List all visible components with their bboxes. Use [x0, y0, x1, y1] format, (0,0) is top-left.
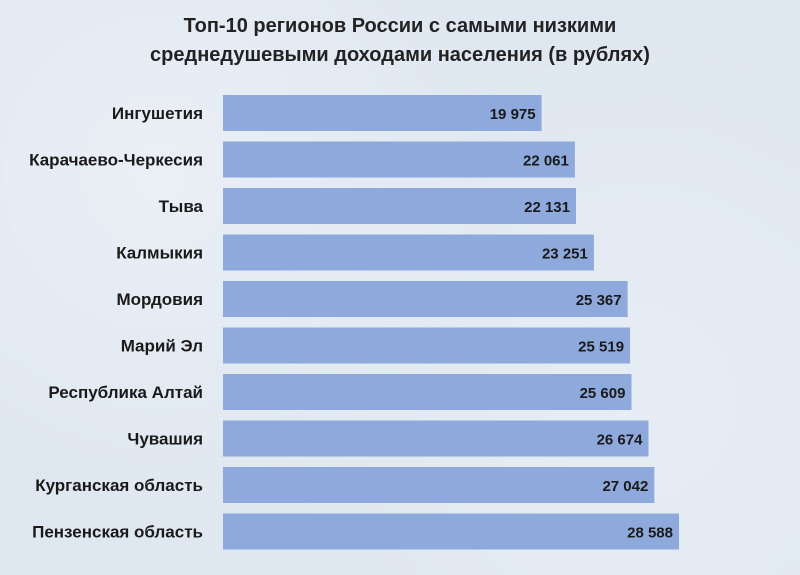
value-label: 26 674 [597, 432, 644, 449]
bar [223, 467, 655, 503]
value-label: 23 251 [542, 246, 588, 263]
value-label: 27 042 [602, 478, 648, 495]
bar [223, 420, 649, 457]
category-label: Пензенская область [32, 523, 203, 542]
chart-title-line-1: Топ-10 регионов России с самыми низкими [183, 15, 617, 37]
category-label: Республика Алтай [48, 383, 203, 402]
category-label: Калмыкия [116, 244, 203, 263]
bar [223, 141, 575, 178]
value-label: 19 975 [490, 106, 536, 123]
value-label: 25 519 [578, 339, 624, 356]
bar [223, 234, 594, 271]
value-label: 25 609 [580, 385, 626, 402]
category-label: Марий Эл [121, 337, 203, 356]
category-label: Тыва [159, 197, 204, 216]
chart-title: Топ-10 регионов России с самыми низкими … [0, 12, 800, 70]
value-label: 28 588 [627, 525, 673, 542]
category-label: Ингушетия [112, 104, 203, 123]
bar [223, 513, 679, 550]
category-label: Курганская область [35, 476, 203, 495]
value-label: 22 061 [523, 153, 569, 170]
bar [223, 95, 542, 131]
bar [223, 281, 628, 317]
value-label: 25 367 [576, 292, 622, 309]
bar [223, 327, 631, 364]
category-label: Чувашия [127, 430, 203, 449]
category-label: Карачаево-Черкесия [29, 151, 203, 170]
bar [223, 188, 577, 224]
bar [223, 374, 632, 410]
chart-title-line-2: среднедушевыми доходами населения (в руб… [150, 44, 650, 66]
value-label: 22 131 [524, 199, 570, 216]
category-label: Мордовия [116, 290, 203, 309]
